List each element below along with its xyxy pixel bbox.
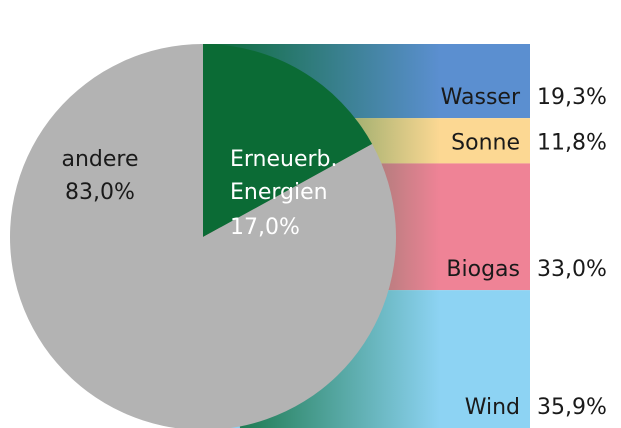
slice-value: 17,0%	[230, 215, 300, 240]
pie-slice	[203, 44, 373, 237]
value-label: 19,3%	[537, 85, 607, 110]
slice-value: 83,0%	[65, 180, 135, 205]
segment-label: Sonne	[451, 130, 520, 155]
slice-label: andere	[61, 147, 138, 172]
value-label: 11,8%	[537, 130, 607, 155]
value-label: 35,9%	[537, 395, 607, 420]
segment-label: Wind	[465, 395, 520, 420]
slice-label: Erneuerb. Energien	[230, 147, 338, 205]
segment-label: Wasser	[441, 85, 521, 110]
value-label: 33,0%	[537, 257, 607, 282]
pie-slice	[10, 44, 396, 428]
segment-label: Biogas	[446, 257, 520, 282]
